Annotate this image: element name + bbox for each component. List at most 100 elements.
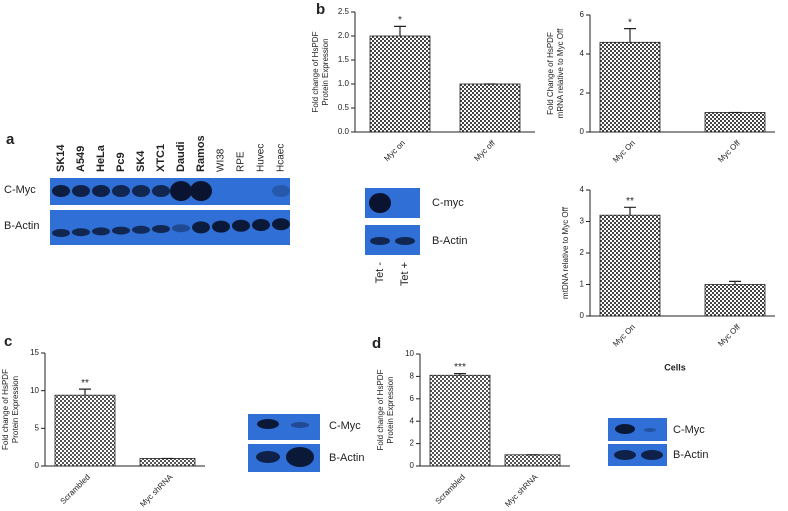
blot-band xyxy=(92,227,110,236)
lane-label: Pc9 xyxy=(115,152,127,172)
error-bar xyxy=(624,28,636,43)
blot-band xyxy=(272,218,290,231)
bar xyxy=(704,112,766,133)
bar xyxy=(599,41,661,133)
row-label: C-Myc xyxy=(673,424,705,436)
error-bar xyxy=(624,206,636,216)
row-label: B-Actin xyxy=(673,449,708,461)
y-tick-label: 0.0 xyxy=(338,127,350,136)
blot-band xyxy=(641,450,663,460)
blot-band xyxy=(257,419,279,429)
bar xyxy=(139,458,196,467)
y-axis-label: mRNA relative to Myc Off xyxy=(556,28,565,118)
blot-band xyxy=(615,424,635,434)
lane-label: WI38 xyxy=(216,148,227,172)
blot-band xyxy=(256,451,280,463)
bar xyxy=(459,83,521,133)
error-bar xyxy=(729,280,741,285)
lane-label: Daudi xyxy=(175,141,187,172)
blot-band xyxy=(112,226,130,235)
blot-band xyxy=(272,185,290,197)
y-tick-label: 3 xyxy=(580,217,585,226)
y-tick-label: 4 xyxy=(580,49,585,58)
y-axis-label: Protein Expression xyxy=(386,376,395,443)
x-tick-label: Myc off xyxy=(472,138,497,163)
y-tick-label: 2.0 xyxy=(338,31,350,40)
blot-band xyxy=(52,229,70,237)
bar xyxy=(704,284,766,317)
y-tick-label: 0 xyxy=(35,461,40,470)
lane-label: RPE xyxy=(236,151,247,172)
y-tick-label: 2 xyxy=(410,439,415,448)
y-tick-label: 6 xyxy=(410,394,415,403)
blot-strip xyxy=(50,210,290,245)
panel-label: d xyxy=(372,335,381,352)
row-label: B-Actin xyxy=(4,220,39,232)
row-label: C-Myc xyxy=(4,184,36,196)
lane-label: Ramos xyxy=(195,135,207,172)
lane-label: Huvec xyxy=(256,144,267,172)
y-tick-label: 10 xyxy=(30,386,39,395)
x-tick-label: Myc On xyxy=(611,323,637,349)
bar xyxy=(369,35,431,133)
lane-label: SK14 xyxy=(55,144,67,172)
x-tick-label: Myc on xyxy=(382,139,407,164)
blot-band xyxy=(132,185,150,197)
y-tick-label: 4 xyxy=(410,416,415,425)
y-tick-label: 0 xyxy=(580,127,585,136)
y-tick-label: 2.5 xyxy=(338,7,350,16)
lane-label: SK4 xyxy=(135,150,147,172)
blot-band xyxy=(92,185,110,197)
row-label: C-Myc xyxy=(329,420,361,432)
blot-band xyxy=(370,237,390,245)
significance: * xyxy=(398,15,402,26)
blot-band xyxy=(369,193,391,213)
y-tick-label: 8 xyxy=(410,372,415,381)
blot-band xyxy=(395,237,415,245)
blot-band xyxy=(190,181,212,201)
blot-band xyxy=(152,225,170,233)
blot-band xyxy=(644,428,656,432)
blot-band xyxy=(212,220,230,233)
blot-band xyxy=(291,422,309,428)
blot-band xyxy=(172,224,190,233)
significance: *** xyxy=(454,362,466,373)
bar xyxy=(504,454,561,467)
x-tick-label: Myc shRNA xyxy=(503,472,540,509)
blot-strip xyxy=(50,178,290,205)
lane-label: A549 xyxy=(75,146,87,172)
x-tick-label: Myc shRNA xyxy=(138,472,175,509)
y-axis-label: Fold Change of HsPDF xyxy=(546,32,555,115)
lane-label: HeLa xyxy=(95,144,107,172)
y-axis-label: Fold change of HsPDF xyxy=(376,369,385,450)
y-tick-label: 1 xyxy=(580,280,585,289)
y-tick-label: 1.0 xyxy=(338,79,350,88)
row-label: B-Actin xyxy=(329,452,364,464)
blot-band xyxy=(170,181,192,201)
y-axis-label: mtDNA relative to Myc Off xyxy=(561,206,570,299)
y-axis-label: Fold change of HsPDF xyxy=(1,369,10,450)
row-label: B-Actin xyxy=(432,235,467,247)
lane-label: Hcaec xyxy=(276,144,287,172)
blot-band xyxy=(72,185,90,197)
y-tick-label: 10 xyxy=(405,349,414,358)
significance: * xyxy=(628,17,632,28)
bar xyxy=(599,214,661,317)
x-tick-label: Myc Off xyxy=(716,138,742,164)
lane-label: Tet + xyxy=(399,262,411,286)
error-bar xyxy=(79,388,91,396)
blot-band xyxy=(286,447,314,467)
y-tick-label: 2 xyxy=(580,248,585,257)
error-bar xyxy=(394,25,406,36)
x-tick-label: Myc Off xyxy=(716,322,742,348)
significance: ** xyxy=(626,196,634,207)
significance: ** xyxy=(81,378,89,389)
y-axis-label: Fold change of HsPDF xyxy=(311,31,320,112)
y-tick-label: 15 xyxy=(30,348,39,357)
blot-band xyxy=(252,219,270,231)
blot-band xyxy=(152,185,170,197)
x-tick-label: Myc On xyxy=(611,139,637,165)
bar xyxy=(429,374,491,467)
y-axis-label: Protein Expression xyxy=(11,376,20,443)
